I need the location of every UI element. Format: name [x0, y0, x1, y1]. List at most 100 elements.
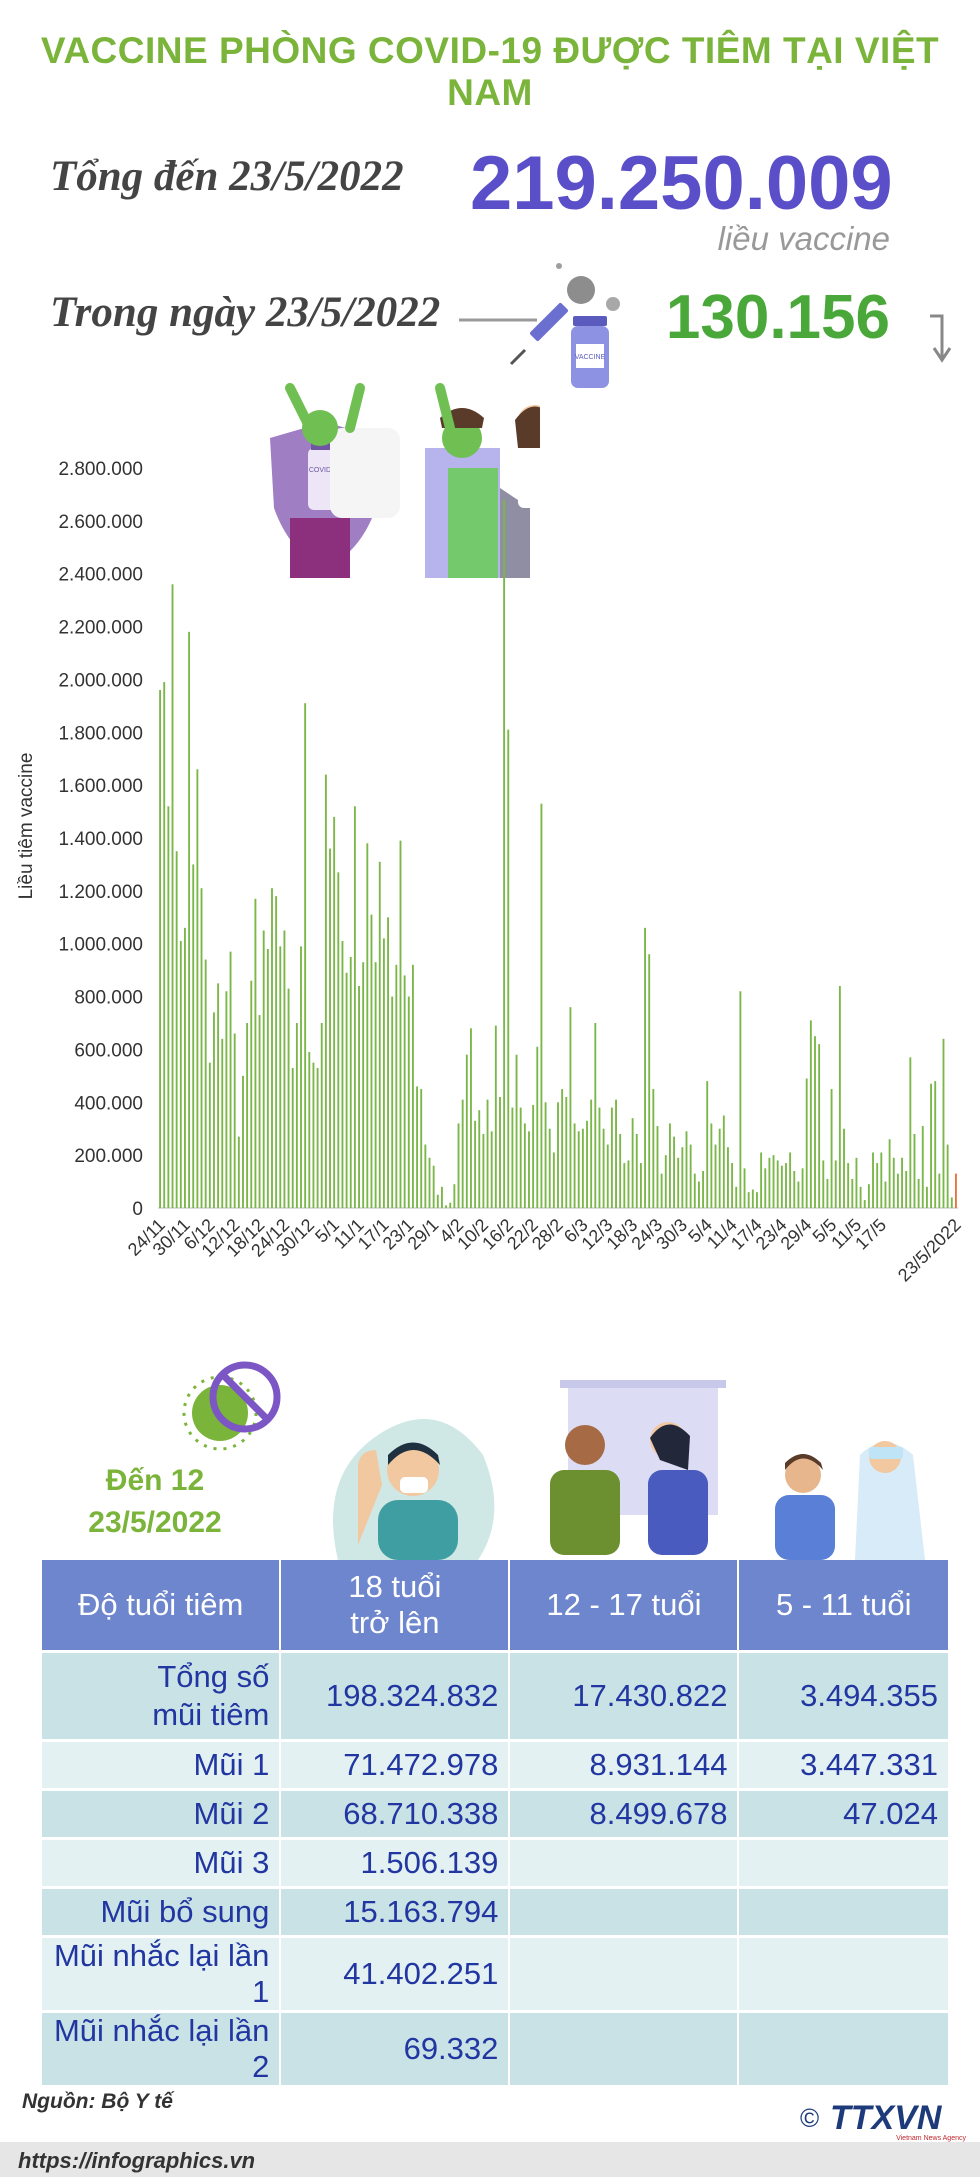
bar: [843, 1128, 845, 1208]
copyright-symbol: ©: [800, 2103, 819, 2133]
bar: [548, 1128, 551, 1208]
bar: [250, 980, 253, 1208]
bar: [266, 949, 269, 1208]
bar: [909, 1057, 912, 1208]
x-tick-label: 17/5: [851, 1215, 890, 1254]
bar: [432, 1165, 435, 1208]
bar: [407, 996, 410, 1208]
cell-teen: 17.430.822: [509, 1651, 740, 1742]
bar: [805, 1078, 808, 1208]
bar: [610, 1107, 613, 1208]
bar: [938, 1173, 941, 1208]
vaccinated-man-illustration: [333, 1419, 495, 1560]
row-label: Mũi nhắc lại lần 2: [42, 2011, 282, 2088]
y-axis-label: Liều tiêm vaccine: [16, 753, 37, 900]
health-workers-illustration: COVID-19: [270, 383, 540, 578]
y-tick-label: 2.000.000: [58, 670, 143, 691]
day-value: 130.156: [665, 283, 890, 352]
bar: [486, 1099, 489, 1208]
bar: [341, 941, 344, 1208]
bar: [229, 951, 232, 1208]
bar: [316, 1067, 319, 1208]
bar: [171, 584, 174, 1208]
bar: [751, 1189, 754, 1208]
bar: [797, 1181, 800, 1208]
bar: [470, 1028, 472, 1208]
bar: [366, 843, 369, 1208]
source-note: Nguồn: Bộ Y tế: [22, 2090, 173, 2113]
bar: [954, 1173, 957, 1208]
bar: [668, 1123, 671, 1208]
bar: [639, 1163, 642, 1208]
age-date-line1: Đến 12: [105, 1464, 205, 1497]
bar: [279, 946, 282, 1208]
doctor-child-illustration: [775, 1441, 925, 1560]
bar: [519, 1107, 522, 1208]
bar: [536, 1046, 539, 1208]
bar: [184, 927, 186, 1208]
vaccine-vial-illustration: VACCINE: [459, 263, 620, 388]
bar: [503, 499, 506, 1209]
bar: [283, 930, 286, 1208]
website-link[interactable]: https://infographics.vn: [18, 2148, 256, 2173]
bar: [569, 1007, 572, 1208]
bar: [942, 1038, 945, 1208]
y-tick-label: 2.200.000: [58, 618, 143, 639]
y-tick-label: 1.800.000: [58, 723, 143, 744]
bar: [200, 888, 203, 1208]
header-age-label: Độ tuổi tiêm: [42, 1560, 282, 1653]
bar: [523, 1123, 526, 1208]
virus-icon: [556, 263, 620, 311]
y-tick-label: 800.000: [74, 988, 143, 1009]
bar: [706, 1081, 709, 1208]
row-label: Mũi 3: [42, 1838, 282, 1889]
bar: [648, 954, 651, 1208]
bar: [494, 1025, 497, 1208]
bar: [353, 806, 356, 1208]
bar: [399, 840, 402, 1208]
bar: [540, 803, 543, 1208]
bar: [590, 1099, 593, 1208]
bar: [826, 1178, 829, 1208]
bar: [511, 1107, 514, 1208]
cell-child: [738, 1838, 950, 1889]
bar: [308, 1052, 311, 1208]
bar: [785, 1163, 787, 1208]
bar: [847, 1163, 850, 1208]
bar: [391, 996, 394, 1208]
table-row: Mũi 2 68.710.338 8.499.678 47.024: [42, 1789, 950, 1840]
y-tick-label: 2.400.000: [58, 565, 143, 586]
bar: [565, 1097, 568, 1208]
bar: [482, 1134, 485, 1208]
bar: [382, 938, 385, 1208]
bar: [349, 956, 352, 1208]
cell-child: [738, 1887, 950, 1938]
bar: [718, 1128, 721, 1208]
bar: [925, 1186, 928, 1208]
bar: [217, 983, 220, 1208]
bar: [544, 1102, 547, 1208]
bar: [237, 1136, 240, 1208]
bar: [615, 1099, 617, 1208]
bar: [507, 729, 510, 1208]
bar: [403, 975, 406, 1208]
row-label: Mũi 1: [42, 1740, 282, 1791]
bar: [722, 1115, 725, 1208]
bar: [358, 986, 360, 1208]
table-row: Mũi nhắc lại lần 1 41.402.251: [42, 1936, 950, 2013]
cell-teen: [509, 1838, 740, 1889]
header-adult-line1: 18 tuổi: [348, 1569, 442, 1604]
bar: [598, 1107, 601, 1208]
day-label: Trong ngày 23/5/2022: [50, 289, 441, 336]
virus-prohibited-icon: [182, 1361, 281, 1451]
total-unit: liều vaccine: [717, 220, 890, 257]
bar: [428, 1157, 431, 1208]
bar: [457, 1123, 460, 1208]
bar: [892, 1157, 895, 1208]
footer-bar: [0, 2142, 980, 2177]
bar: [345, 972, 348, 1208]
bar: [557, 1102, 559, 1208]
bar: [221, 1038, 224, 1208]
bar: [739, 991, 742, 1208]
bar: [731, 1163, 734, 1208]
